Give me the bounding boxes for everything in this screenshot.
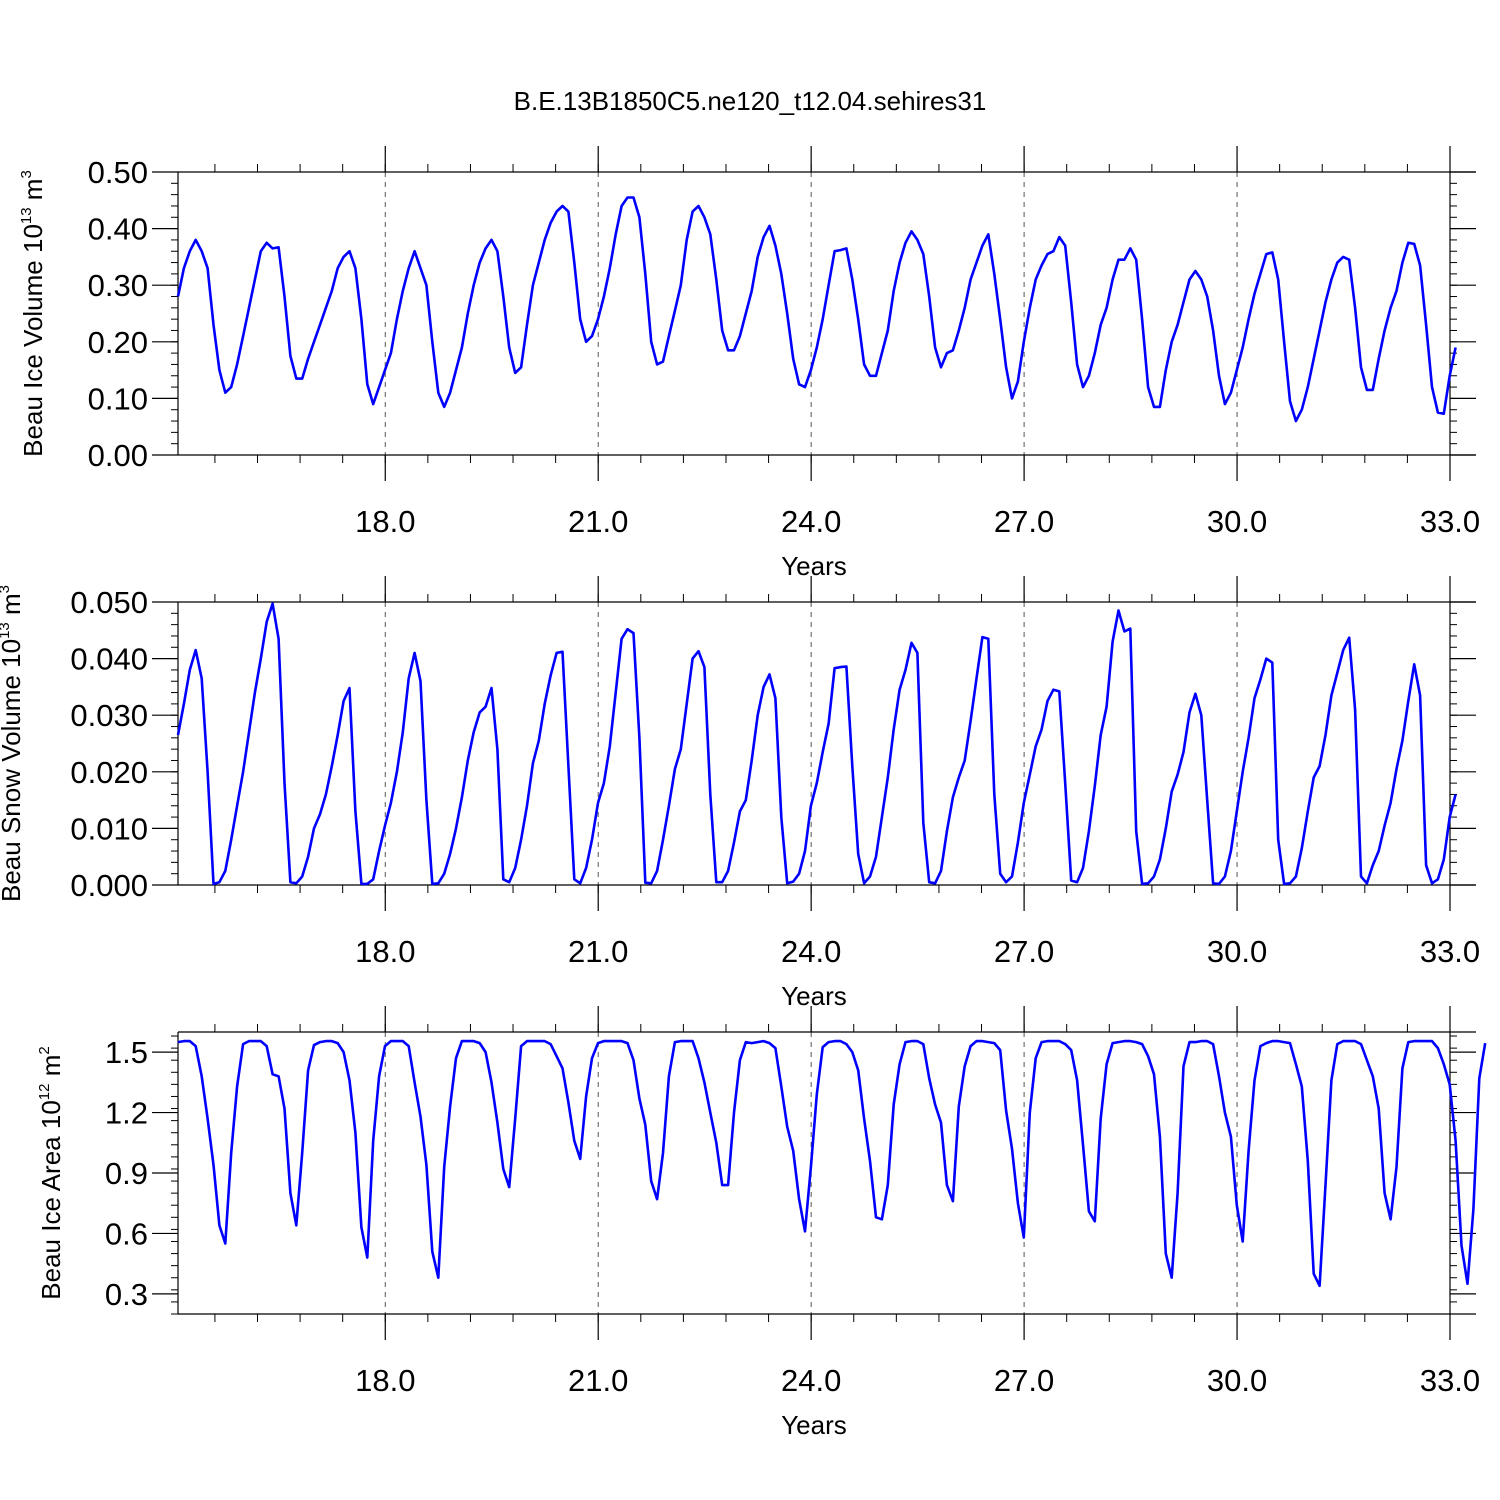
x-tick-label: 24.0 bbox=[781, 1363, 841, 1398]
x-tick-label: 18.0 bbox=[355, 1363, 415, 1398]
panel-snow-volume: 0.000 0.010 0.020 0.030 0.040 0.050 18.0 21.0 24… bbox=[0, 576, 1480, 1011]
series-line bbox=[177, 1039, 1487, 1288]
x-tick-label: 30.0 bbox=[1207, 934, 1267, 969]
y-axis-label: Beau Snow Volume 1013 m3 bbox=[0, 585, 26, 902]
y-axis-label: Beau Ice Area 1012 m2 bbox=[36, 1046, 66, 1299]
x-axis-label: Years bbox=[781, 551, 847, 581]
y-tick-label: 1.2 bbox=[105, 1096, 148, 1131]
panel-ice-volume: 0.00 0.10 0.20 0.30 0.40 0.50 18.0 21.0 24.0 27.0… bbox=[18, 146, 1480, 581]
y-tick-label: 0.010 bbox=[70, 811, 148, 846]
y-tick-label: 0.050 bbox=[70, 585, 148, 620]
y-tick-label: 0.40 bbox=[88, 212, 148, 247]
y-tick-label: 0.3 bbox=[105, 1277, 148, 1312]
x-tick-label: 30.0 bbox=[1207, 1363, 1267, 1398]
x-tick-label: 24.0 bbox=[781, 504, 841, 539]
x-tick-label: 27.0 bbox=[994, 934, 1054, 969]
figure-title: B.E.13B1850C5.ne120_t12.04.sehires31 bbox=[514, 86, 987, 116]
x-tick-label: 24.0 bbox=[781, 934, 841, 969]
y-tick-label: 1.5 bbox=[105, 1035, 148, 1070]
x-tick-label: 18.0 bbox=[355, 504, 415, 539]
x-tick-label: 21.0 bbox=[568, 504, 628, 539]
y-tick-label: 0.040 bbox=[70, 642, 148, 677]
y-axis-label: Beau Ice Volume 1013 m3 bbox=[18, 170, 48, 457]
y-tick-label: 0.20 bbox=[88, 325, 148, 360]
x-axis-label: Years bbox=[781, 981, 847, 1011]
x-tick-label: 27.0 bbox=[994, 1363, 1054, 1398]
y-tick-label: 0.6 bbox=[105, 1216, 148, 1251]
y-tick-label: 0.30 bbox=[88, 268, 148, 303]
y-tick-label: 0.00 bbox=[88, 438, 148, 473]
x-axis-label: Years bbox=[781, 1410, 847, 1440]
x-tick-label: 33.0 bbox=[1420, 1363, 1480, 1398]
y-tick-label: 0.10 bbox=[88, 381, 148, 416]
x-tick-label: 21.0 bbox=[568, 934, 628, 969]
x-tick-label: 33.0 bbox=[1420, 504, 1480, 539]
panel-ice-area: 0.3 0.6 0.9 1.2 1.5 18.0 21.0 24.0 27.0 30.0 33.0 Y… bbox=[36, 1006, 1487, 1440]
x-tick-label: 21.0 bbox=[568, 1363, 628, 1398]
series-line bbox=[176, 196, 1457, 423]
x-tick-label: 33.0 bbox=[1420, 934, 1480, 969]
y-tick-label: 0.9 bbox=[105, 1156, 148, 1191]
y-tick-label: 0.50 bbox=[88, 155, 148, 190]
series-line bbox=[176, 602, 1457, 886]
x-tick-label: 30.0 bbox=[1207, 504, 1267, 539]
y-tick-label: 0.020 bbox=[70, 755, 148, 790]
x-tick-label: 27.0 bbox=[994, 504, 1054, 539]
y-tick-label: 0.000 bbox=[70, 868, 148, 903]
x-tick-label: 18.0 bbox=[355, 934, 415, 969]
y-tick-label: 0.030 bbox=[70, 698, 148, 733]
